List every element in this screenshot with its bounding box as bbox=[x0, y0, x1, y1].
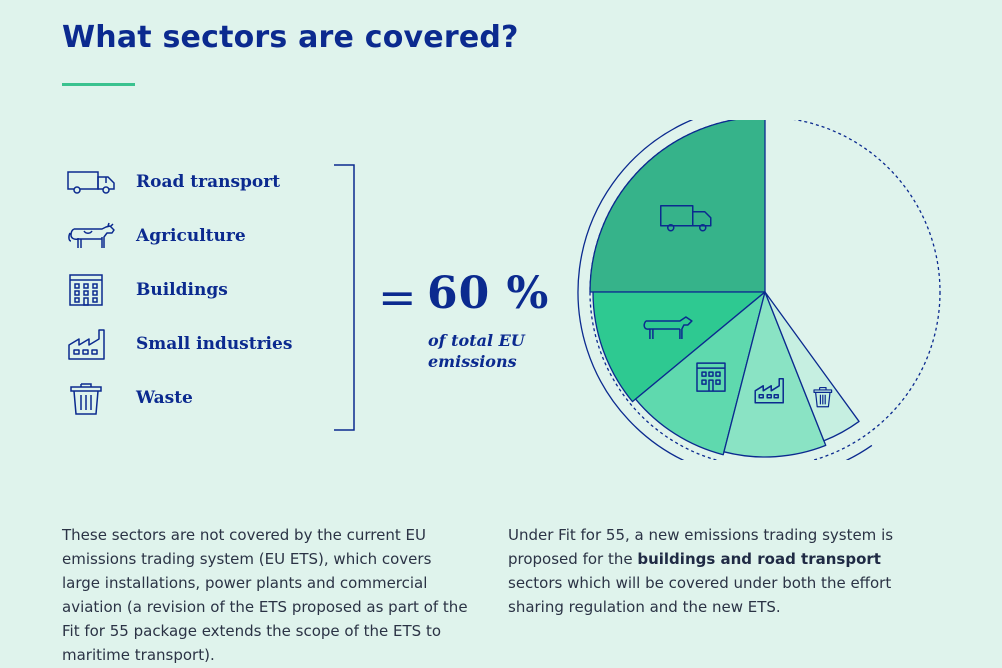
note-left: These sectors are not covered by the cur… bbox=[62, 526, 468, 664]
sector-item-buildings: Buildings bbox=[66, 272, 326, 308]
coverage-arc bbox=[577, 120, 873, 460]
building-icon bbox=[66, 272, 120, 308]
note-right-bold: buildings and road transport bbox=[637, 550, 881, 568]
coverage-caption: of total EU emissions bbox=[428, 331, 525, 371]
trash-bin-icon bbox=[813, 386, 833, 408]
sector-label: Agriculture bbox=[136, 226, 246, 246]
sector-item-waste: Waste bbox=[66, 380, 326, 416]
pie-slice-buildings bbox=[634, 291, 766, 456]
note-right-text: Under Fit for 55, a new emissions tradin… bbox=[508, 526, 894, 568]
sector-item-small-industries: Small industries bbox=[66, 326, 326, 362]
pie-slice-small-industries bbox=[723, 291, 827, 458]
cow-icon bbox=[643, 316, 693, 339]
note-right-text-end: sectors which will be covered under both… bbox=[508, 574, 892, 616]
truck-icon bbox=[660, 205, 712, 232]
sector-pie-chart bbox=[577, 120, 941, 460]
factory-icon bbox=[754, 378, 784, 404]
sector-label: Buildings bbox=[136, 280, 228, 300]
bracket-divider bbox=[334, 164, 355, 431]
sector-label: Waste bbox=[136, 388, 193, 408]
trash-bin-icon bbox=[66, 380, 120, 416]
sector-label: Small industries bbox=[136, 334, 293, 354]
pie-slice-agriculture bbox=[592, 291, 766, 403]
building-icon bbox=[696, 362, 726, 392]
coverage-percent: 60 % bbox=[427, 268, 550, 319]
truck-icon bbox=[66, 164, 120, 200]
sector-item-agriculture: Agriculture bbox=[66, 218, 326, 254]
pie-slice-waste bbox=[764, 291, 860, 442]
sector-item-road-transport: Road transport bbox=[66, 164, 326, 200]
remainder-outline bbox=[589, 120, 941, 460]
equals-sign: = bbox=[378, 270, 417, 324]
note-right: Under Fit for 55, a new emissions tradin… bbox=[508, 523, 928, 619]
factory-icon bbox=[66, 326, 120, 362]
cow-icon bbox=[66, 218, 120, 254]
title-underline bbox=[62, 83, 135, 86]
page-title: What sectors are covered? bbox=[62, 20, 519, 55]
sector-label: Road transport bbox=[136, 172, 281, 192]
